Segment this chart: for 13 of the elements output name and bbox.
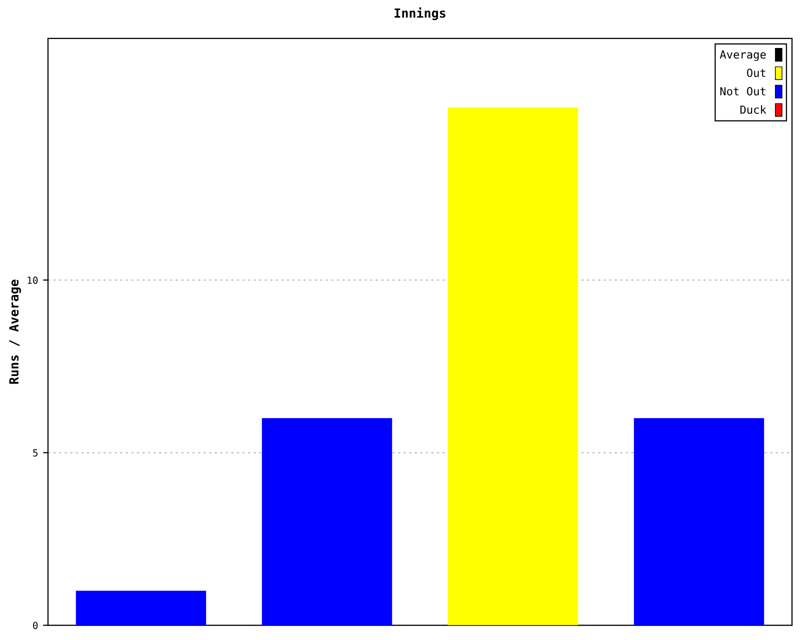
legend-label: Duck bbox=[740, 105, 766, 114]
legend-label: Not Out bbox=[720, 87, 766, 96]
bar bbox=[76, 590, 206, 626]
bar bbox=[634, 418, 764, 626]
y-axis-title: Runs / Average bbox=[9, 280, 22, 384]
y-tick-label: 0 bbox=[33, 622, 38, 630]
bar bbox=[262, 418, 392, 626]
legend-label: Out bbox=[747, 68, 766, 78]
bar bbox=[448, 107, 578, 626]
y-tick-label: 5 bbox=[33, 449, 38, 457]
legend-label: Average bbox=[720, 50, 766, 61]
y-tick-label: 10 bbox=[28, 276, 38, 284]
chart-title: Innings bbox=[394, 7, 446, 20]
